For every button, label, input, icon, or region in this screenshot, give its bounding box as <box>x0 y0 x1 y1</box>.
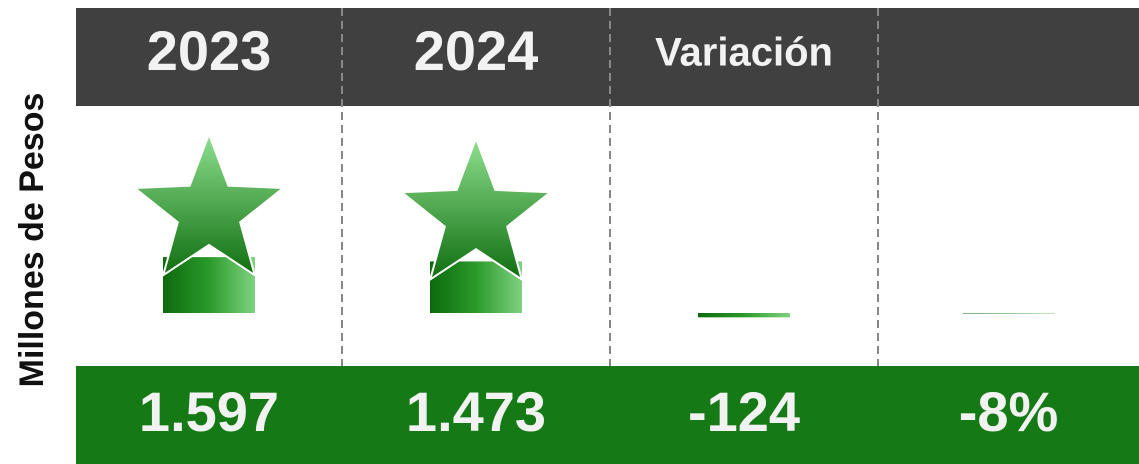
value-label: 1.597 <box>139 380 279 443</box>
star <box>402 138 550 279</box>
y-axis-label: Millones de Pesos <box>13 93 51 388</box>
value-label: -124 <box>688 380 800 443</box>
star <box>135 134 283 275</box>
column-header: 2024 <box>414 19 539 82</box>
column-header: Variación <box>655 31 833 75</box>
value-label: 1.473 <box>406 380 546 443</box>
chart: Millones de Pesos 2023 1.597 2024 1.473 Vari… <box>0 0 1139 464</box>
bar <box>698 313 790 317</box>
value-label: -8% <box>959 380 1059 443</box>
bar <box>963 313 1055 314</box>
column-header: 2023 <box>147 19 272 82</box>
